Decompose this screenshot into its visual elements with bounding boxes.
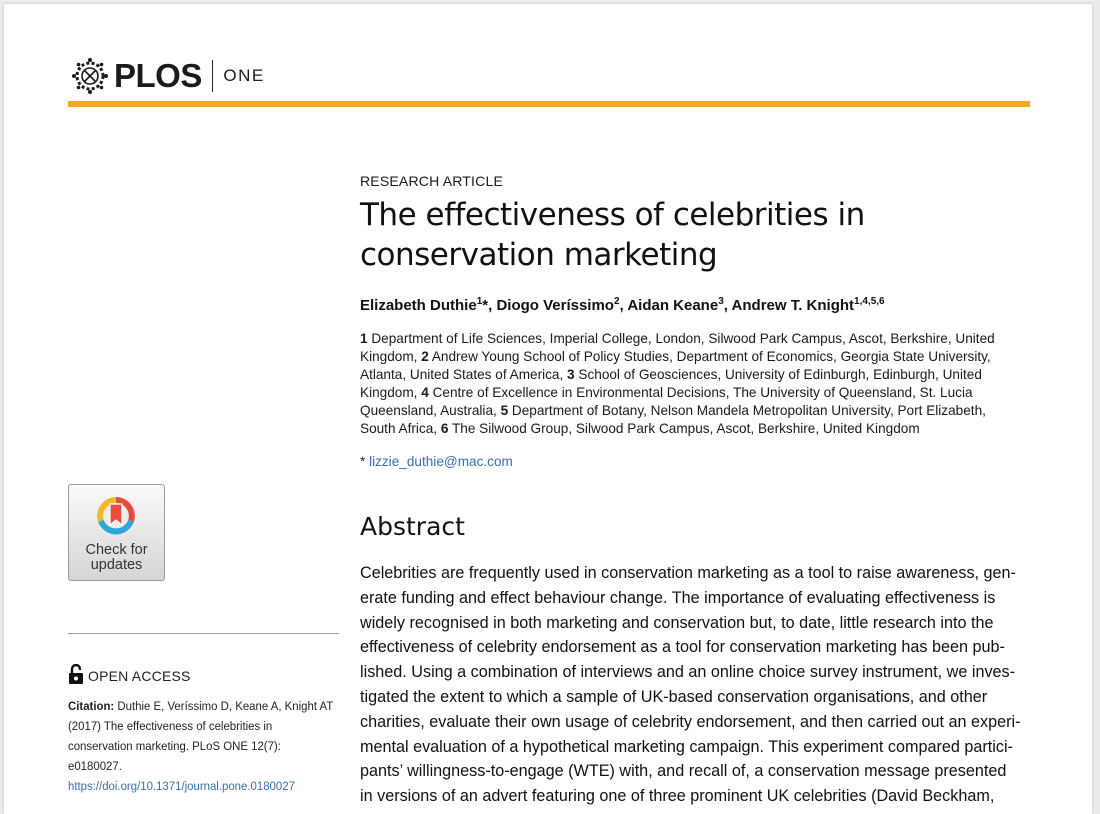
journal-name: ONE [223, 66, 265, 85]
abstract-heading: Abstract [360, 512, 465, 541]
abstract-line: in versions of an advert featuring one o… [360, 787, 995, 806]
open-access-label: OPEN ACCESS [88, 668, 191, 684]
check-for-updates-label: Check for updates [69, 543, 164, 573]
sidebar-divider [68, 633, 339, 634]
affiliations: 1 Department of Life Sciences, Imperial … [360, 330, 1020, 438]
check-for-updates-button[interactable]: Check for updates [68, 484, 165, 581]
title-line-2: conservation marketing [360, 237, 718, 273]
citation-text: Duthie E, Veríssimo D, Keane A, Knight A… [68, 699, 334, 773]
abstract-line: charities, evaluate their own usage of c… [360, 712, 1021, 731]
affiliation-text: School of Geosciences, University of Edi… [360, 367, 982, 400]
abstract-line: widely recognised in both marketing and … [360, 613, 994, 632]
author-name[interactable]: Aidan Keane [627, 297, 719, 314]
abstract-line: effectiveness of celebrity endorsement a… [360, 638, 1005, 657]
affiliation-number: 4 [421, 385, 429, 400]
corresponding-email: * lizzie_duthie@mac.com [360, 454, 513, 469]
affiliation-text: Department of Life Sciences, Imperial Co… [360, 331, 995, 364]
abstract-line: mental evaluation of a hypothetical mark… [360, 737, 1013, 756]
plos-logo-mark-icon [72, 58, 108, 94]
author-affiliation-ref: 3 [718, 296, 724, 307]
title-line-1: The effectiveness of celebrities in [360, 197, 865, 233]
plos-logo[interactable]: PLOS ONE [70, 56, 265, 96]
open-access-badge: OPEN ACCESS [68, 664, 191, 684]
citation-label: Citation: [68, 699, 115, 713]
affiliation-number: 2 [421, 349, 429, 364]
affiliation-number: 6 [440, 421, 449, 436]
brand-name: PLOS [114, 57, 202, 94]
abstract-line: tigated the extent to which a sample of … [360, 687, 988, 706]
email-link[interactable]: lizzie_duthie@mac.com [369, 454, 513, 469]
author-name[interactable]: Elizabeth Duthie [360, 297, 477, 314]
affiliation-text: The Silwood Group, Silwood Park Campus, … [451, 421, 920, 436]
affiliation-number: 5 [500, 403, 509, 418]
paper-page: PLOS ONE RESEARCH ARTICLE The effectiven… [4, 4, 1092, 814]
author-affiliation-ref: 1 [476, 296, 483, 307]
affiliation-number: 3 [567, 367, 575, 382]
doi-link[interactable]: https://doi.org/10.1371/journal.pone.018… [68, 779, 295, 793]
affiliation-text: Centre of Excellence in Environmental De… [360, 385, 973, 418]
abstract-line: lished. Using a combination of interview… [360, 663, 1016, 682]
email-mark: * [360, 454, 366, 469]
author-name[interactable]: Diogo Veríssimo [496, 297, 614, 314]
article-title: The effectiveness of celebrities in cons… [360, 195, 1000, 275]
article-type: RESEARCH ARTICLE [360, 173, 503, 189]
check-line-1: Check for [85, 542, 148, 558]
open-lock-icon [69, 664, 83, 684]
header-rule [68, 101, 1030, 107]
logo-divider [211, 60, 214, 92]
affiliation-number: 1 [360, 331, 368, 346]
author-name[interactable]: Andrew T. Knight [731, 297, 855, 314]
affiliation-text: Andrew Young School of Policy Studies, D… [360, 349, 991, 382]
affiliation-text: Department of Botany, Nelson Mandela Met… [360, 403, 986, 436]
author-list: Elizabeth Duthie1*, Diogo Veríssimo2, Ai… [360, 296, 885, 314]
citation: Citation: Duthie E, Veríssimo D, Keane A… [68, 696, 335, 796]
check-line-2: updates [90, 557, 143, 573]
abstract-line: pants’ willingness-to-engage (WTE) with,… [360, 762, 1007, 781]
abstract-line: erate funding and effect behaviour chang… [360, 588, 996, 607]
corresponding-mark: * [482, 297, 489, 314]
abstract-line: Celebrities are frequently used in conse… [360, 564, 1016, 582]
author-affiliation-ref: 1,4,5,6 [854, 296, 885, 307]
crossmark-icon [97, 497, 135, 535]
abstract-body: Celebrities are frequently used in conse… [360, 561, 1030, 809]
author-affiliation-ref: 2 [613, 296, 620, 307]
